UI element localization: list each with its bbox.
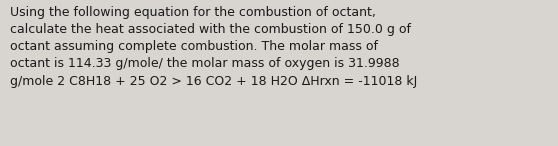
Text: Using the following equation for the combustion of octant,
calculate the heat as: Using the following equation for the com… bbox=[10, 6, 417, 88]
